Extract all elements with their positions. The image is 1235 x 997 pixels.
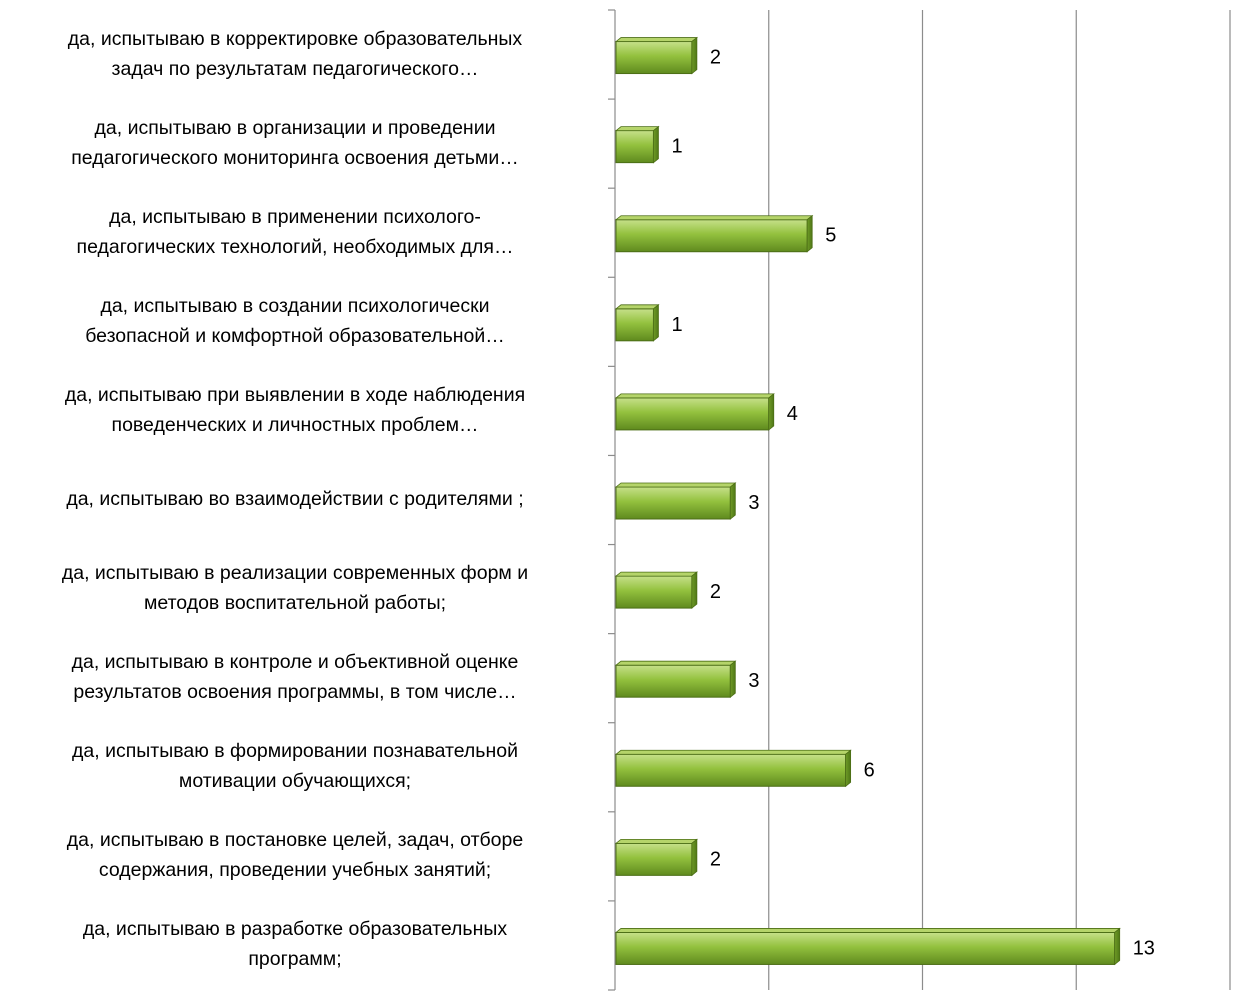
category-label: да, испытываю при выявлении в ходе наблю… bbox=[0, 380, 590, 440]
category-label-line: да, испытываю в реализации современных ф… bbox=[61, 562, 529, 585]
category-label: да, испытываю во взаимодействии с родите… bbox=[0, 484, 590, 514]
category-label-line: поведенческих и личностных проблем… bbox=[111, 413, 479, 436]
data-label: 4 bbox=[787, 403, 798, 425]
category-label: да, испытываю в корректировке образовате… bbox=[0, 24, 590, 84]
bar-top bbox=[614, 660, 737, 666]
category-label-line: да, испытываю в постановке целей, задач,… bbox=[66, 829, 524, 852]
bar-body bbox=[615, 308, 654, 342]
category-label-line: задач по результатам педагогического… bbox=[111, 57, 479, 80]
bar-cap bbox=[691, 838, 698, 877]
bar bbox=[614, 125, 660, 164]
category-label-line: да, испытываю при выявлении в ходе наблю… bbox=[64, 383, 526, 406]
data-label: 13 bbox=[1133, 937, 1155, 959]
category-label-line: да, испытываю в применении психолого- bbox=[109, 205, 481, 228]
bar-body bbox=[615, 575, 693, 609]
category-label-line: да, испытываю в организации и проведении bbox=[94, 116, 496, 139]
bar-body bbox=[615, 664, 731, 698]
bar bbox=[614, 36, 699, 75]
category-axis bbox=[608, 9, 616, 991]
bar-body bbox=[615, 41, 693, 75]
bar-top bbox=[614, 126, 660, 132]
bar bbox=[614, 393, 775, 431]
bar-cap bbox=[653, 125, 659, 164]
bar-cap bbox=[729, 660, 736, 699]
category-label-line: педагогического мониторинга освоения дет… bbox=[71, 146, 519, 169]
bar-top bbox=[614, 37, 699, 42]
data-label: 5 bbox=[825, 225, 836, 247]
bar-body bbox=[615, 753, 847, 787]
category-label: да, испытываю в контроле и объективной о… bbox=[0, 647, 590, 707]
bar-top bbox=[614, 838, 699, 844]
bar-cap bbox=[691, 36, 698, 75]
gridlines bbox=[768, 10, 1231, 990]
bar bbox=[614, 660, 737, 699]
category-label-line: мотивации обучающихся; bbox=[178, 770, 412, 793]
data-labels: 2 1 5 1 4 3 2 3 6 2 13 bbox=[671, 47, 1155, 960]
category-label-line: да, испытываю в создании психологически bbox=[100, 294, 490, 317]
bar-top bbox=[614, 571, 699, 577]
data-label: 3 bbox=[748, 492, 759, 514]
data-label: 1 bbox=[671, 136, 682, 158]
data-label: 6 bbox=[864, 759, 875, 781]
bar-top bbox=[614, 304, 660, 310]
bar bbox=[614, 303, 660, 342]
category-label-line: безопасной и комфортной образовательной… bbox=[85, 324, 505, 347]
category-label: да, испытываю в разработке образовательн… bbox=[0, 914, 590, 974]
category-label-line: да, испытываю в контроле и объективной о… bbox=[71, 651, 519, 674]
bars bbox=[614, 36, 1121, 966]
bar-cap bbox=[729, 482, 736, 520]
bar-cap bbox=[845, 749, 852, 788]
bar bbox=[614, 749, 852, 788]
category-label-line: да, испытываю во взаимодействии с родите… bbox=[66, 488, 524, 510]
category-label-line: содержания, проведении учебных занятий; bbox=[98, 859, 492, 882]
bar bbox=[614, 482, 737, 520]
bar-cap bbox=[806, 214, 813, 253]
bar-top bbox=[614, 749, 852, 755]
bar-top bbox=[614, 393, 775, 399]
data-label: 2 bbox=[710, 848, 721, 870]
category-label: да, испытываю в реализации современных ф… bbox=[0, 558, 590, 618]
category-label-line: да, испытываю в корректировке образовате… bbox=[67, 27, 523, 50]
category-label-line: да, испытываю в формировании познаватель… bbox=[72, 740, 518, 763]
category-label: да, испытываю в постановке целей, задач,… bbox=[0, 825, 590, 885]
data-label: 3 bbox=[748, 670, 759, 692]
category-label: да, испытываю в создании психологически б… bbox=[0, 291, 590, 351]
data-label: 2 bbox=[710, 47, 721, 69]
bar-body bbox=[615, 931, 1116, 965]
bar bbox=[614, 927, 1121, 966]
bar-body bbox=[615, 397, 770, 431]
bar-top bbox=[614, 482, 737, 488]
bar bbox=[614, 214, 814, 253]
bar-body bbox=[615, 219, 808, 253]
bar-cap bbox=[768, 393, 775, 431]
category-label: да, испытываю в формировании познаватель… bbox=[0, 736, 590, 796]
category-label-line: да, испытываю в разработке образовательн… bbox=[82, 918, 508, 941]
category-label: да, испытываю в организации и проведении… bbox=[0, 113, 590, 173]
bar-body bbox=[615, 842, 693, 876]
category-label-line: программ; bbox=[248, 948, 342, 971]
data-label: 2 bbox=[710, 581, 721, 603]
category-label: да, испытываю в применении психолого-пед… bbox=[0, 202, 590, 262]
bar bbox=[614, 838, 699, 877]
bar-cap bbox=[1114, 927, 1121, 966]
bar-top bbox=[614, 928, 1121, 933]
bar bbox=[614, 571, 699, 609]
bar-body bbox=[615, 486, 731, 520]
data-label: 1 bbox=[671, 314, 682, 336]
bar-cap bbox=[691, 571, 698, 609]
category-label-line: педагогических технологий, необходимых д… bbox=[76, 235, 514, 258]
bar-cap bbox=[653, 303, 659, 342]
category-label-line: результатов освоения программы, в том чи… bbox=[73, 681, 517, 704]
bar-top bbox=[614, 215, 814, 221]
bar-body bbox=[615, 130, 654, 164]
category-label-line: методов воспитательной работы; bbox=[143, 592, 447, 615]
